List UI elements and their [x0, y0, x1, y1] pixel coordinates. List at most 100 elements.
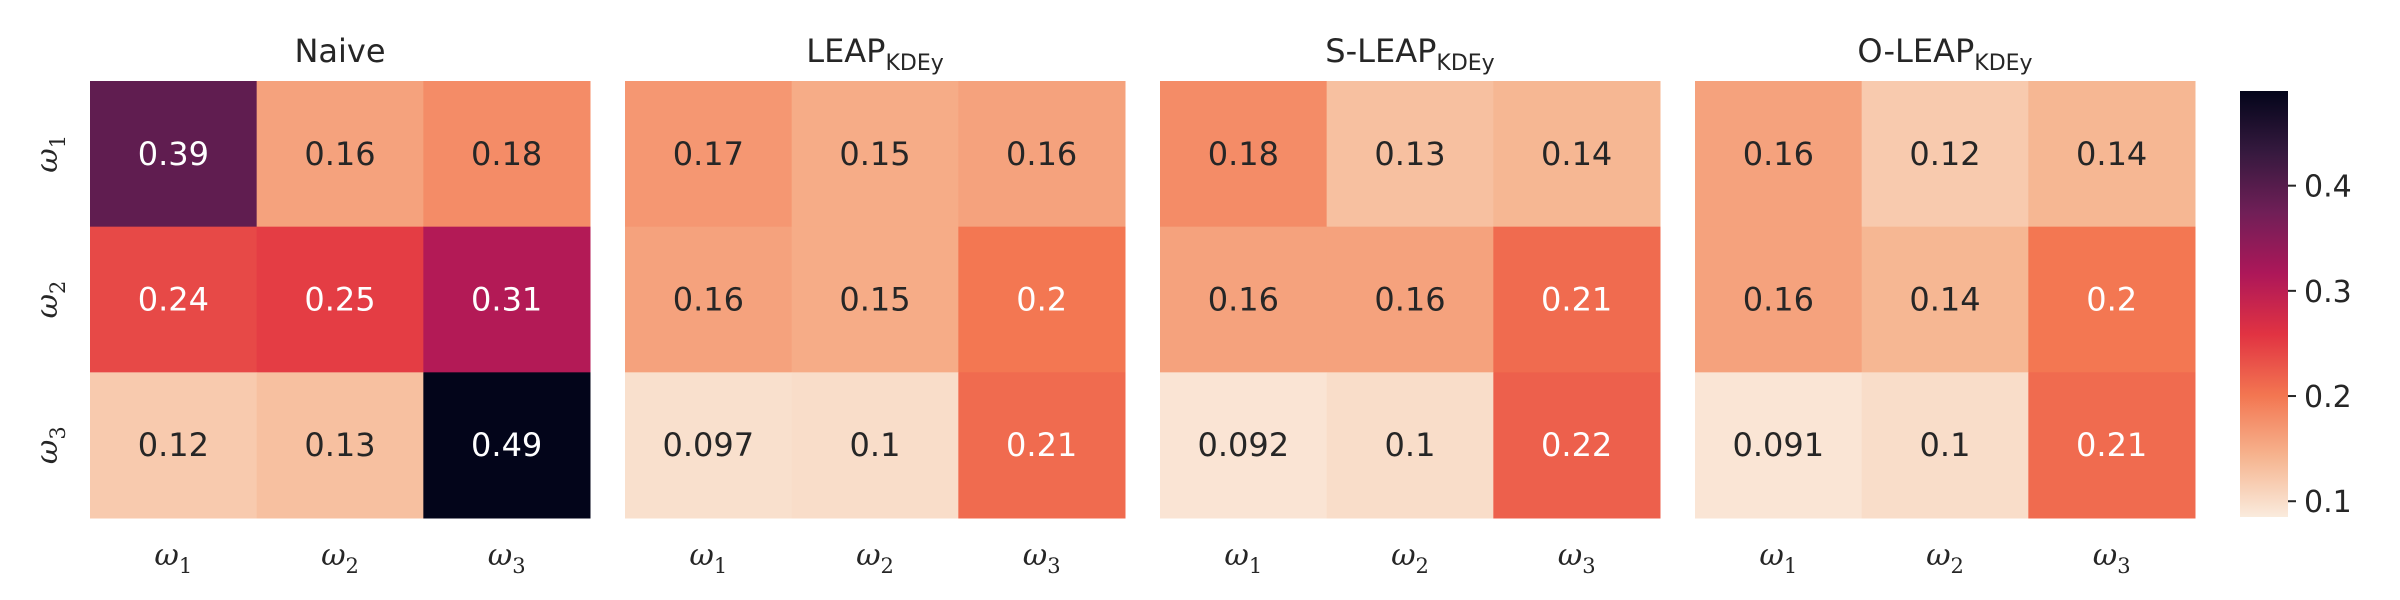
- heatmap-cell: [1861, 81, 2029, 228]
- heatmap-cell: [1695, 81, 1863, 228]
- cell-value-label: 0.14: [2076, 135, 2147, 173]
- x-tick-label: ω1: [1759, 538, 1797, 578]
- heatmap-cell: [423, 81, 591, 228]
- panel-title-subscript: KDEy: [1974, 51, 2032, 76]
- y-tick-label: ω2: [30, 281, 70, 319]
- cell-value-label: 0.16: [1743, 135, 1814, 173]
- panel-title: LEAPKDEy: [806, 32, 944, 76]
- cell-value-label: 0.22: [1541, 426, 1612, 464]
- cell-value-label: 0.12: [1909, 135, 1980, 173]
- cell-value-label: 0.25: [304, 281, 375, 319]
- panel-title-subscript: KDEy: [885, 51, 943, 76]
- x-tick-label: ω1: [689, 538, 727, 578]
- colorbar-tick-label: 0.3: [2304, 275, 2352, 310]
- cell-value-label: 0.17: [673, 135, 744, 173]
- panel-title-main: O-LEAP: [1857, 32, 1974, 70]
- heatmap-cell: [1493, 81, 1661, 228]
- heatmap-cell: [423, 226, 591, 373]
- heatmap-cell: [1160, 226, 1328, 373]
- cell-value-label: 0.16: [304, 135, 375, 173]
- x-tick-label: ω3: [1023, 538, 1061, 578]
- x-tick-label: ω2: [856, 538, 894, 578]
- cell-value-label: 0.2: [2086, 281, 2137, 319]
- heatmap-panel: S-LEAPKDEy 0.18 0.13 0.14 0.16 0.16 0.21 0.092 0…: [1160, 32, 1661, 578]
- heatmap-cell: [1326, 226, 1494, 373]
- heatmap-cell: [90, 81, 258, 228]
- cell-value-label: 0.18: [471, 135, 542, 173]
- panel-title: S-LEAPKDEy: [1325, 32, 1494, 76]
- x-tick-label: ω2: [321, 538, 359, 578]
- heatmap-cell: [1861, 372, 2029, 519]
- heatmap-cell: [1326, 81, 1494, 228]
- panel-title-main: S-LEAP: [1325, 32, 1436, 70]
- cell-value-label: 0.16: [1374, 281, 1445, 319]
- heatmap-cell: [625, 372, 793, 519]
- x-tick-label: ω3: [488, 538, 526, 578]
- cell-value-label: 0.49: [471, 426, 542, 464]
- heatmap-cell: [1160, 372, 1328, 519]
- panel-title-subscript: KDEy: [1436, 51, 1494, 76]
- cell-value-label: 0.39: [138, 135, 209, 173]
- x-tick-label: ω3: [1558, 538, 1596, 578]
- cell-value-label: 0.16: [1743, 281, 1814, 319]
- cell-value-label: 0.12: [138, 426, 209, 464]
- heatmap-cell: [791, 81, 959, 228]
- heatmap-panel: Naive 0.39 0.16 0.18 0.24 0.25 0.31 0.12 0.13 0.4…: [30, 32, 591, 578]
- panel-title-main: Naive: [294, 32, 385, 70]
- heatmap-cell: [2028, 372, 2196, 519]
- colorbar: 0.1 0.2 0.3 0.4: [2240, 91, 2352, 520]
- heatmap-cell: [256, 226, 424, 373]
- cell-value-label: 0.097: [663, 426, 755, 464]
- heatmap-panel: O-LEAPKDEy 0.16 0.12 0.14 0.16 0.14 0.2 0.091 0.…: [1695, 32, 2196, 578]
- panel-title: Naive: [294, 32, 385, 70]
- heatmap-cell: [90, 226, 258, 373]
- heatmap-cell: [1493, 226, 1661, 373]
- heatmap-cell: [1695, 226, 1863, 373]
- cell-value-label: 0.31: [471, 281, 542, 319]
- colorbar-tick-label: 0.1: [2304, 485, 2352, 520]
- heatmap-cell: [1326, 372, 1494, 519]
- heatmap-cell: [2028, 226, 2196, 373]
- panel-title: O-LEAPKDEy: [1857, 32, 2032, 76]
- cell-value-label: 0.24: [138, 281, 209, 319]
- cell-value-label: 0.16: [1208, 281, 1279, 319]
- heatmap-cell: [256, 81, 424, 228]
- panel-title-main: LEAP: [806, 32, 885, 70]
- x-tick-label: ω1: [1224, 538, 1262, 578]
- y-tick-label: ω3: [30, 426, 70, 464]
- x-tick-label: ω2: [1926, 538, 1964, 578]
- heatmap-cell: [1160, 81, 1328, 228]
- heatmap-cell: [958, 226, 1126, 373]
- x-tick-label: ω2: [1391, 538, 1429, 578]
- x-tick-label: ω1: [154, 538, 192, 578]
- cell-value-label: 0.092: [1198, 426, 1290, 464]
- cell-value-label: 0.16: [1006, 135, 1077, 173]
- cell-value-label: 0.18: [1208, 135, 1279, 173]
- cell-value-label: 0.1: [1920, 426, 1971, 464]
- x-tick-label: ω3: [2093, 538, 2131, 578]
- heatmap-cell: [625, 81, 793, 228]
- cell-value-label: 0.14: [1909, 281, 1980, 319]
- heatmap-cell: [1861, 226, 2029, 373]
- heatmap-panel: LEAPKDEy 0.17 0.15 0.16 0.16 0.15 0.2 0.097 0.1 0…: [625, 32, 1126, 578]
- cell-value-label: 0.21: [1541, 281, 1612, 319]
- cell-value-label: 0.16: [673, 281, 744, 319]
- cell-value-label: 0.1: [850, 426, 901, 464]
- heatmap-cell: [625, 226, 793, 373]
- heatmap-cell: [791, 372, 959, 519]
- colorbar-tick-label: 0.4: [2304, 170, 2352, 205]
- cell-value-label: 0.1: [1385, 426, 1436, 464]
- cell-value-label: 0.2: [1016, 281, 1067, 319]
- cell-value-label: 0.21: [1006, 426, 1077, 464]
- heatmap-cell: [423, 372, 591, 519]
- heatmap-cell: [90, 372, 258, 519]
- colorbar-tick-label: 0.2: [2304, 380, 2352, 415]
- heatmap-cell: [958, 372, 1126, 519]
- cell-value-label: 0.14: [1541, 135, 1612, 173]
- heatmap-cell: [791, 226, 959, 373]
- heatmap-panels: Naive 0.39 0.16 0.18 0.24 0.25 0.31 0.12 0.13 0.4…: [30, 32, 2196, 578]
- colorbar-gradient: [2240, 91, 2288, 517]
- heatmap-cell: [958, 81, 1126, 228]
- heatmap-cell: [1493, 372, 1661, 519]
